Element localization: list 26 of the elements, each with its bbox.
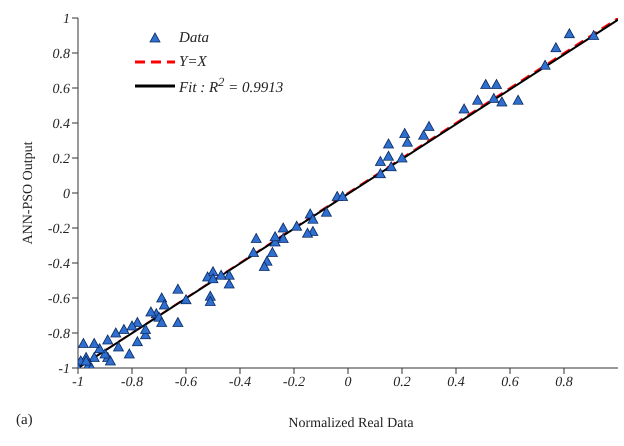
y-axis-title: ANN-PSO Output [20, 141, 36, 245]
x-axis-title: Normalized Real Data [287, 416, 415, 432]
y-tick-label: 0.4 [52, 116, 70, 132]
x-tick-label: -0.6 [174, 374, 198, 390]
text: (a) [16, 412, 33, 429]
x-tick-label: 0.6 [501, 374, 519, 390]
y-tick-label: 0.6 [52, 82, 70, 97]
legend-label: Data [179, 30, 209, 46]
x-tick-label: -0.2 [282, 374, 306, 390]
y-tick-label: -1 [58, 362, 70, 377]
x-tick-label: 0 [344, 374, 352, 390]
y-tick-label: 0 [63, 186, 70, 202]
y-tick-label: 0.2 [52, 152, 70, 167]
x-tick-label: -0.8 [120, 374, 144, 390]
x-tick-label: 0.2 [393, 374, 411, 390]
x-tick-label: 0.8 [555, 374, 573, 390]
legend-label: Fit : R$^{2}$ = 0.9913 [179, 75, 284, 97]
y-tick-label: -0.2 [48, 222, 70, 237]
y-tick-label: -0.6 [48, 292, 70, 307]
x-tick-label: 0.4 [447, 374, 465, 390]
y-tick-label: -0.4 [48, 256, 70, 272]
y-tick-label: -0.8 [48, 326, 70, 342]
x-tick-label: -0.4 [228, 374, 252, 390]
y-tick-label: 1 [63, 12, 70, 27]
y-tick-label: 0.8 [52, 46, 70, 62]
legend-label: Y=X [179, 54, 207, 70]
